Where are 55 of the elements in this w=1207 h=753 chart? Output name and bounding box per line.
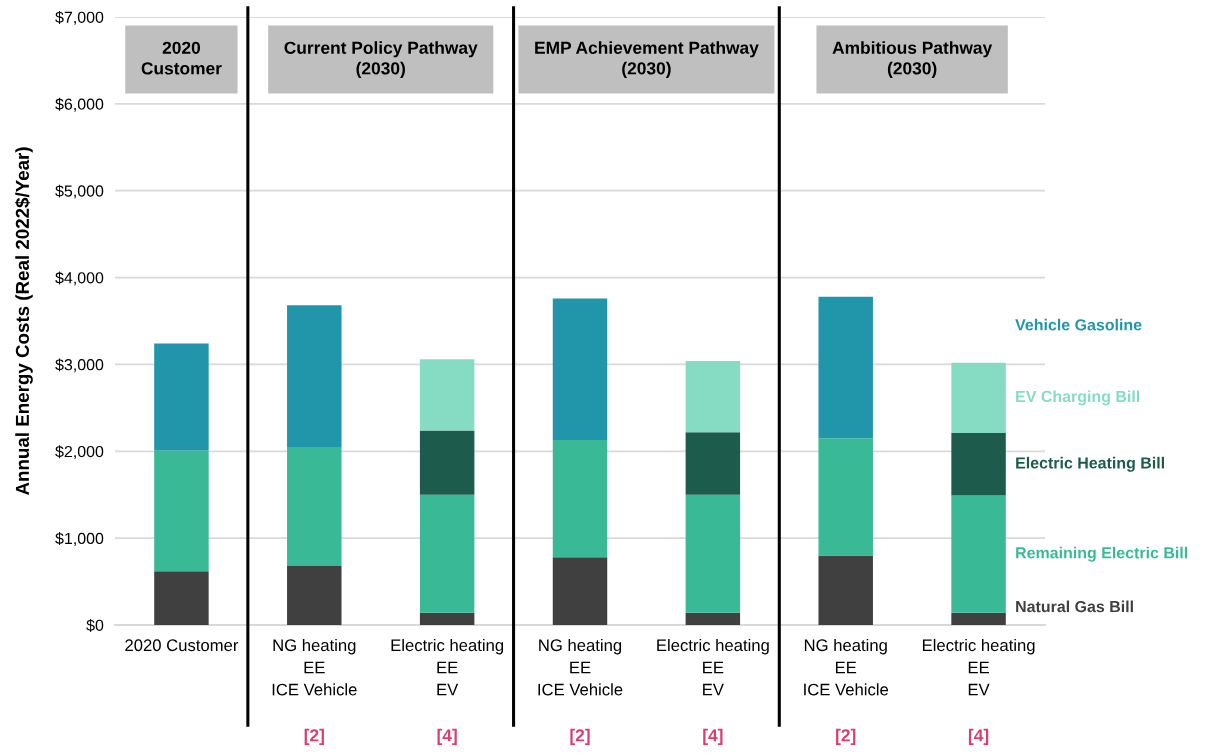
bar [685,494,741,613]
annotation: EMP Achievement Pathway (2030) [535,41,759,78]
bar [154,343,209,451]
bar [685,432,741,495]
y-tick-label: $4,000 [55,271,104,286]
y-tick-label: $2,000 [55,445,104,460]
series-label: Electric Heating Bill [1016,456,1164,472]
series-label: Remaining Electric Bill [1016,546,1188,562]
text: [2] [570,728,590,745]
bar [552,557,608,625]
x-tick-label: NG heating EE ICE Vehicle [538,638,623,696]
annotation: 2020 Customer [141,41,222,75]
bar [951,495,1006,613]
x-tick-label: NG heating EE ICE Vehicle [804,638,889,696]
bar [154,571,209,625]
text: [4] [703,728,723,745]
x-tick-label: Electric heating EE EV [922,638,1035,696]
x-tick-label: NG heating EE ICE Vehicle [272,638,357,696]
y-tick-label: $0 [86,618,104,632]
y-tick-label: $3,000 [55,358,104,373]
bar [287,446,342,566]
bar [419,612,475,625]
annotation: Ambitious Pathway (2030) [832,41,993,78]
bar [951,612,1006,625]
x-tick-label: Electric heating EE EV [657,638,769,696]
y-tick-label: $1,000 [55,532,104,546]
bar [287,305,342,447]
y-tick-label: $6,000 [55,97,104,112]
bar [685,612,741,625]
bar [951,362,1006,434]
bar [552,439,608,558]
text: [4] [968,728,989,745]
text: [2] [836,728,856,745]
series-label: EV Charging Bill [1016,390,1140,406]
bar [154,450,209,572]
bar [818,555,873,625]
text: [2] [304,728,324,745]
y-tick-label: $7,000 [55,10,104,25]
bar [419,430,475,495]
text: Vehicle Gasoline [1015,318,1142,331]
bar [287,565,342,625]
bar [552,298,608,440]
bar [685,360,741,433]
bar [818,438,873,556]
bar [818,296,873,439]
text: [4] [437,728,457,745]
annotation: Current Policy Pathway (2030) [284,41,478,78]
x-tick-label: 2020 Customer [125,639,239,652]
bar [419,494,475,613]
bar [419,359,475,431]
series-label: Natural Gas Bill [1016,600,1133,613]
bar [951,433,1006,496]
x-tick-label: Electric heating EE EV [391,638,504,696]
y-tick-label: $5,000 [55,184,104,199]
y-axis-title: Annual Energy Costs (Real 2022$/Year) [14,147,33,496]
